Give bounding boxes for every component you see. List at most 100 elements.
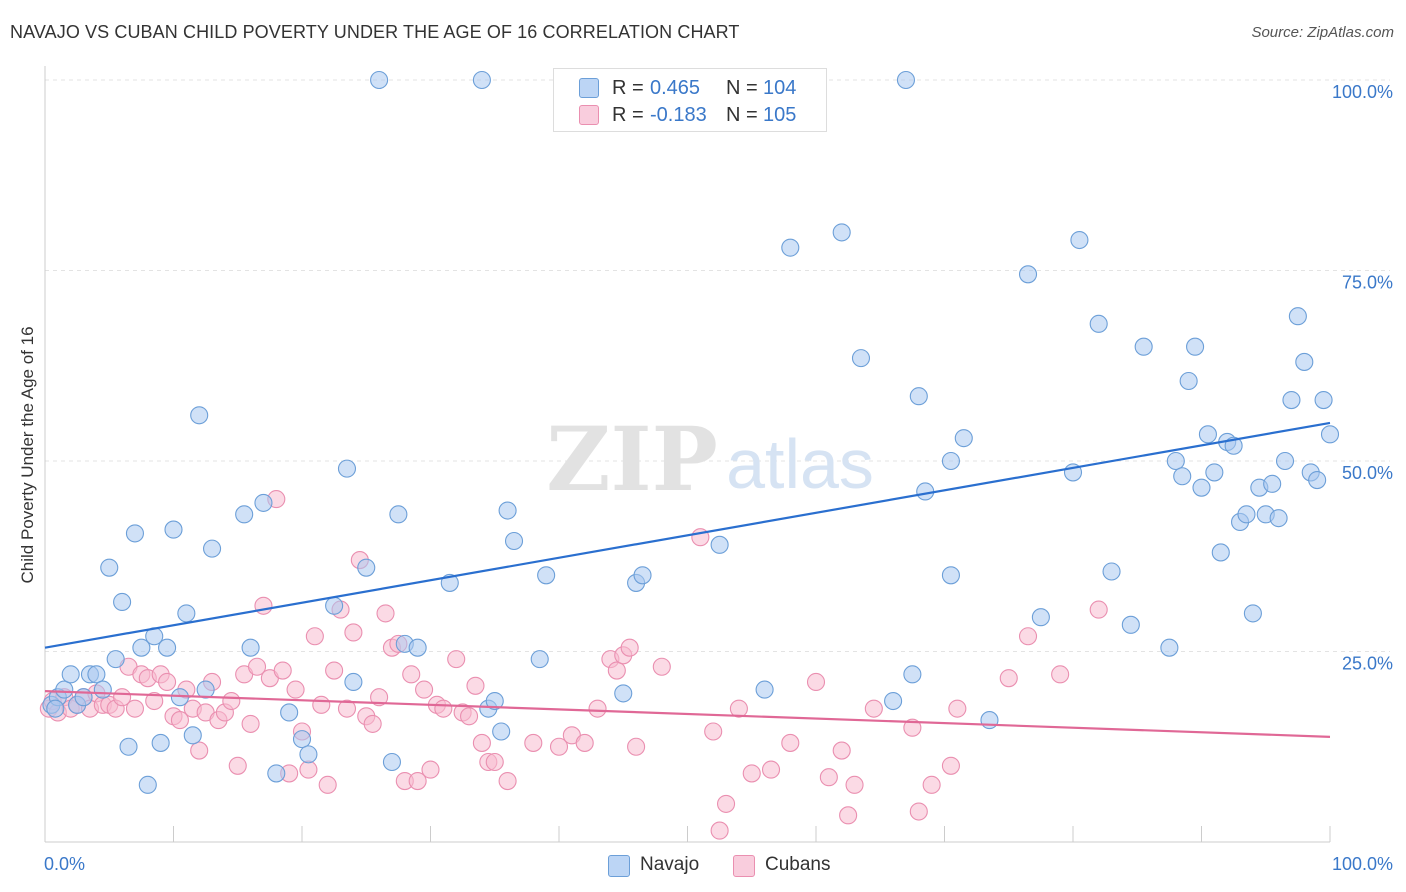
correlation-legend: R = 0.465 N = 104 R = -0.183 N = 105	[553, 68, 827, 132]
navajo-point	[851, 349, 871, 368]
navajo-point	[132, 638, 151, 657]
navajo-point	[1089, 314, 1108, 333]
cubans-point	[549, 737, 569, 756]
navajo-point	[1173, 467, 1192, 486]
cubans-point	[620, 638, 639, 657]
cubans-point	[363, 714, 382, 733]
cubans-point	[158, 672, 177, 692]
navajo-point	[55, 680, 74, 699]
x-tick-label: 100.0%	[1332, 854, 1393, 874]
navajo-point	[633, 566, 652, 585]
cubans-n-value: 105	[763, 104, 797, 126]
cubans-point	[575, 733, 594, 752]
cubans-point	[376, 604, 395, 623]
cubans-point	[704, 722, 723, 741]
cubans-point	[228, 756, 247, 775]
navajo-point	[138, 775, 157, 794]
cubans-point	[607, 661, 626, 680]
navajo-point	[1243, 604, 1262, 623]
navajo-point	[1031, 608, 1050, 627]
cubans-trend-line	[44, 690, 1331, 738]
navajo-point	[267, 764, 286, 783]
watermark-atlas: atlas	[726, 425, 874, 503]
cubans-point	[370, 688, 389, 707]
navajo-point	[1192, 478, 1211, 497]
navajo-trend-line	[44, 421, 1331, 649]
cubans-point	[839, 806, 858, 825]
cubans-point	[1018, 627, 1038, 646]
navajo-point	[254, 493, 273, 512]
navajo-point	[87, 665, 106, 684]
navajo-point	[755, 680, 774, 699]
cubans-point	[903, 718, 922, 737]
cubans-point	[524, 733, 543, 752]
navajo-point	[485, 691, 504, 711]
navajo-n-label: N =	[726, 77, 758, 99]
trend-lines	[44, 421, 1331, 738]
navajo-point	[408, 638, 427, 657]
navajo-point	[183, 726, 202, 745]
navajo-point	[235, 505, 254, 524]
navajo-point	[1121, 615, 1140, 634]
cubans-point	[466, 676, 485, 695]
y-tick-label: 50.0%	[1342, 463, 1393, 483]
cubans-point	[652, 657, 671, 676]
y-tick-label: 75.0%	[1342, 273, 1393, 293]
cubans-swatch	[579, 105, 599, 125]
y-tick-label: 100.0%	[1332, 82, 1393, 102]
navajo-point	[941, 566, 960, 585]
navajo-point	[614, 684, 633, 703]
cubans-point	[459, 707, 479, 726]
navajo-point	[1198, 425, 1217, 444]
navajo-n-value: 104	[763, 77, 797, 99]
cubans-point	[742, 764, 761, 783]
cubans-point	[806, 672, 826, 692]
cubans-point	[716, 794, 736, 813]
cubans-point	[312, 695, 331, 714]
cubans-point	[845, 775, 864, 794]
cubans-point	[434, 699, 453, 718]
bottom-cubans-swatch	[733, 855, 755, 877]
navajo-point	[1320, 425, 1340, 444]
x-tick-label: 0.0%	[44, 854, 85, 874]
navajo-point	[389, 505, 408, 524]
navajo-point	[203, 539, 222, 558]
source-note: Source: ZipAtlas.com	[1251, 24, 1394, 41]
bottom-navajo-label: Navajo	[640, 854, 700, 875]
navajo-point	[241, 638, 260, 657]
cubans-point	[273, 661, 292, 680]
navajo-point	[492, 722, 511, 741]
cubans-point	[402, 665, 421, 684]
navajo-point	[884, 691, 903, 711]
navajo-point	[1166, 451, 1185, 471]
navajo-swatch	[579, 78, 599, 98]
navajo-point	[370, 70, 389, 90]
bottom-cubans-label: Cubans	[765, 854, 831, 875]
navajo-point	[125, 524, 144, 543]
navajo-point	[382, 752, 402, 772]
cubans-point	[286, 680, 305, 699]
cubans-r-label: R =	[612, 104, 644, 126]
navajo-point	[1275, 451, 1295, 471]
cubans-point	[781, 733, 800, 752]
navajo-point	[1295, 352, 1314, 371]
y-tick-label: 25.0%	[1342, 654, 1393, 674]
navajo-point	[781, 238, 800, 257]
cubans-point	[948, 699, 967, 718]
navajo-point	[1070, 230, 1089, 250]
navajo-point	[61, 665, 80, 684]
navajo-point	[158, 638, 177, 657]
navajo-point	[1288, 307, 1307, 326]
navajo-point	[325, 596, 344, 615]
cubans-point	[909, 802, 928, 821]
navajo-point	[106, 650, 125, 669]
cubans-point	[222, 691, 241, 711]
cubans-point	[254, 596, 273, 615]
navajo-point	[1263, 474, 1282, 493]
navajo-point	[1269, 509, 1288, 528]
cubans-n-label: N =	[726, 104, 758, 126]
navajo-point	[1179, 371, 1198, 391]
navajo-point	[1102, 562, 1121, 581]
navajo-point	[1186, 337, 1205, 356]
